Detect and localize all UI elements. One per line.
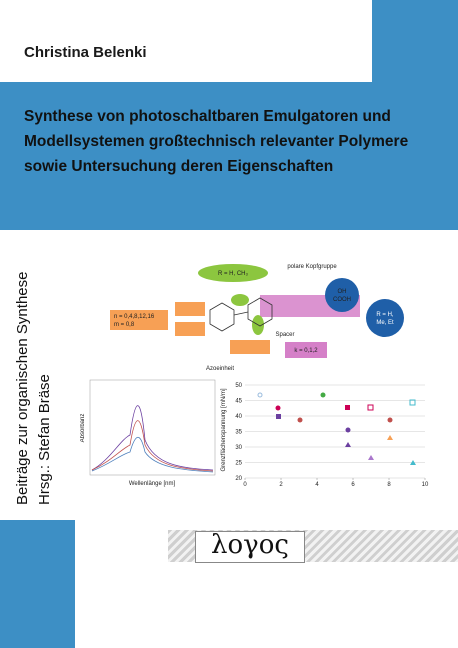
figure-label: R = H, CH₃ bbox=[218, 271, 249, 277]
x-axis-label: Wellenlänge [nm] bbox=[129, 481, 176, 487]
ring bbox=[209, 302, 235, 332]
group-oval bbox=[198, 264, 268, 282]
title-band bbox=[0, 82, 458, 230]
spectrum-line bbox=[91, 436, 214, 473]
figure-label: polare Kopfgruppe bbox=[287, 264, 337, 270]
point bbox=[257, 392, 263, 398]
point bbox=[409, 399, 416, 406]
spectrum-line bbox=[91, 420, 214, 472]
x-tick-label: 4 bbox=[315, 482, 319, 488]
title-line: sowie Untersuchung deren Eigenschaften bbox=[24, 158, 334, 175]
bond bbox=[233, 311, 249, 316]
y-tick-label: 20 bbox=[235, 476, 242, 482]
point bbox=[345, 442, 351, 447]
point bbox=[275, 405, 281, 411]
head-circle bbox=[325, 278, 359, 312]
point bbox=[345, 427, 351, 433]
chart-frame bbox=[89, 379, 216, 476]
figure: R = H, CH₃ polare Kopfgruppe OH COOH R =… bbox=[80, 264, 429, 488]
y-tick-label: 35 bbox=[235, 430, 242, 436]
y-tick-label: 30 bbox=[235, 445, 242, 451]
chain-box bbox=[230, 340, 270, 354]
y-axis-label: Grenzflächenspannung [mN/m] bbox=[221, 388, 227, 471]
y-tick-label: 50 bbox=[235, 383, 242, 389]
publisher-box: λογος bbox=[195, 530, 305, 563]
y-tick-label: 40 bbox=[235, 414, 242, 420]
title: Synthese von photoschaltbaren Emulgatore… bbox=[24, 104, 444, 179]
figure-label: OH bbox=[338, 289, 347, 295]
spectrum-line bbox=[91, 405, 214, 471]
editor: Hrsg.: Stefan Bräse bbox=[36, 374, 53, 505]
y-tick-label: 25 bbox=[235, 461, 242, 467]
x-tick-label: 0 bbox=[243, 482, 247, 488]
point bbox=[345, 405, 350, 410]
figure-label: Azoeinheit bbox=[206, 366, 234, 372]
series-name: Beiträge zur organischen Synthese bbox=[14, 271, 31, 505]
x-tick-label: 6 bbox=[351, 482, 355, 488]
title-line: Synthese von photoschaltbaren Emulgatore… bbox=[24, 108, 391, 125]
scatter-points bbox=[257, 392, 416, 465]
x-tick-label: 2 bbox=[279, 482, 283, 488]
point bbox=[297, 417, 303, 423]
figure-label: Me, Et bbox=[376, 320, 394, 326]
y-axis-label: Absorbanz bbox=[80, 414, 86, 443]
head-circle bbox=[366, 299, 404, 337]
point bbox=[410, 460, 416, 465]
publisher-logo: λογος bbox=[211, 530, 289, 560]
figure-label: m = 0,8 bbox=[114, 322, 135, 328]
author: Christina Belenki bbox=[24, 44, 147, 61]
point bbox=[320, 392, 326, 398]
chain-box bbox=[110, 310, 168, 330]
point bbox=[367, 404, 374, 411]
point bbox=[387, 417, 393, 423]
k-box bbox=[285, 342, 327, 358]
figure-label: R = H, bbox=[376, 312, 394, 318]
figure-label: Spacer bbox=[275, 332, 294, 338]
blue-block bbox=[372, 0, 458, 82]
figure-label: n = 0,4,8,12,16 bbox=[114, 314, 155, 320]
figure-label: COOH bbox=[333, 297, 351, 303]
chain-box bbox=[175, 322, 205, 336]
left-strip bbox=[0, 520, 75, 648]
chain-box bbox=[175, 302, 205, 316]
y-tick-label: 45 bbox=[235, 399, 242, 405]
ring bbox=[247, 297, 273, 327]
x-tick-label: 10 bbox=[422, 482, 429, 488]
point bbox=[276, 414, 281, 419]
right-chart: 20 25 30 35 40 45 50 0 2 4 6 8 10 bbox=[235, 383, 429, 488]
point bbox=[387, 435, 393, 440]
x-tick-label: 8 bbox=[387, 482, 391, 488]
point bbox=[368, 455, 374, 460]
group-oval bbox=[231, 294, 249, 306]
figure-label: k = 0,1,2 bbox=[294, 348, 318, 354]
title-line: Modellsystemen großtechnisch relevanter … bbox=[24, 133, 409, 150]
